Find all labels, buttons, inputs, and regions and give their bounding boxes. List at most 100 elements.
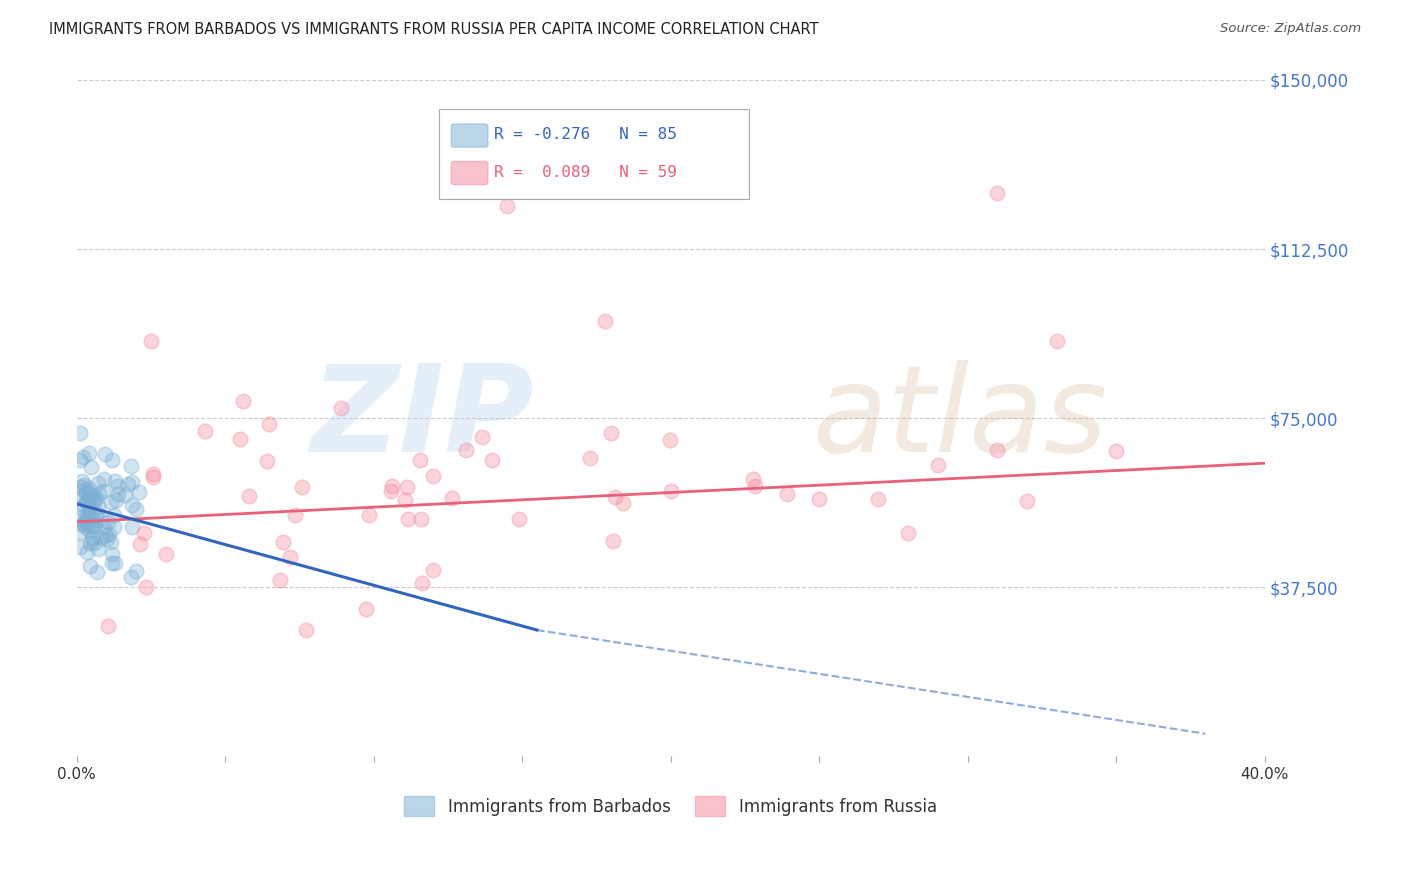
Point	[72, 489, 94, 503]
Point	[986, 186, 1008, 200]
Point	[155, 547, 177, 561]
Point	[76, 516, 98, 531]
Point	[776, 487, 799, 501]
Point	[471, 430, 494, 444]
Point	[496, 199, 519, 213]
Point	[87, 500, 110, 514]
Point	[409, 511, 432, 525]
Point	[808, 492, 831, 507]
Point	[117, 477, 139, 491]
Point	[79, 558, 101, 573]
Point	[229, 432, 252, 446]
Point	[97, 619, 120, 633]
Point	[69, 540, 91, 554]
Point	[90, 531, 112, 545]
Point	[97, 515, 120, 529]
Point	[96, 532, 118, 546]
Point	[93, 472, 115, 486]
Point	[93, 483, 115, 498]
Point	[129, 537, 152, 551]
Point	[101, 556, 124, 570]
Point	[278, 549, 301, 564]
Point	[508, 512, 530, 526]
Point	[232, 394, 254, 409]
Point	[114, 488, 136, 502]
Point	[72, 483, 94, 498]
Point	[94, 528, 117, 542]
Point	[87, 475, 110, 490]
Point	[82, 512, 104, 526]
Point	[599, 425, 621, 440]
Text: R =  0.089   N = 59: R = 0.089 N = 59	[494, 165, 676, 179]
Point	[82, 531, 104, 545]
Point	[77, 522, 100, 536]
Point	[125, 564, 148, 578]
Point	[194, 424, 217, 438]
Point	[104, 556, 127, 570]
Point	[354, 602, 377, 616]
Point	[80, 510, 103, 524]
Point	[124, 501, 146, 516]
Point	[72, 498, 94, 512]
Point	[742, 472, 765, 486]
Point	[76, 484, 98, 499]
Point	[73, 477, 96, 491]
Point	[142, 470, 165, 484]
Point	[75, 519, 97, 533]
Point	[80, 531, 103, 545]
Point	[79, 489, 101, 503]
Point	[121, 519, 143, 533]
Point	[72, 450, 94, 465]
Text: Source: ZipAtlas.com: Source: ZipAtlas.com	[1220, 22, 1361, 36]
Point	[256, 454, 278, 468]
Point	[86, 565, 108, 579]
Point	[411, 575, 433, 590]
Point	[77, 481, 100, 495]
Point	[84, 491, 107, 506]
Point	[75, 508, 97, 523]
Point	[70, 480, 93, 494]
Point	[76, 512, 98, 526]
Point	[422, 468, 444, 483]
Point	[104, 474, 127, 488]
Point	[69, 452, 91, 467]
Point	[380, 484, 402, 499]
Point	[120, 459, 142, 474]
Legend: Immigrants from Barbados, Immigrants from Russia: Immigrants from Barbados, Immigrants fro…	[398, 789, 943, 822]
Point	[422, 563, 444, 577]
Text: IMMIGRANTS FROM BARBADOS VS IMMIGRANTS FROM RUSSIA PER CAPITA INCOME CORRELATION: IMMIGRANTS FROM BARBADOS VS IMMIGRANTS F…	[49, 22, 818, 37]
Point	[238, 489, 260, 503]
Point	[70, 517, 93, 532]
Point	[139, 334, 162, 349]
Point	[1105, 443, 1128, 458]
Point	[77, 446, 100, 460]
Point	[79, 536, 101, 550]
Point	[100, 547, 122, 561]
Point	[80, 460, 103, 475]
Point	[86, 506, 108, 520]
Point	[120, 570, 142, 584]
Point	[132, 525, 155, 540]
Point	[73, 516, 96, 530]
Point	[76, 497, 98, 511]
Point	[396, 480, 419, 494]
Point	[94, 447, 117, 461]
Point	[82, 495, 104, 509]
Point	[97, 527, 120, 541]
Point	[259, 417, 281, 431]
Point	[603, 491, 626, 505]
Point	[1046, 334, 1069, 348]
Point	[69, 524, 91, 539]
Point	[454, 442, 477, 457]
Point	[659, 483, 682, 498]
Point	[284, 508, 307, 522]
Point	[69, 426, 91, 441]
Point	[269, 573, 291, 587]
Point	[76, 545, 98, 559]
Point	[100, 495, 122, 509]
Point	[396, 512, 419, 526]
Point	[83, 493, 105, 508]
Point	[897, 525, 920, 540]
Point	[76, 495, 98, 509]
Point	[612, 496, 634, 510]
